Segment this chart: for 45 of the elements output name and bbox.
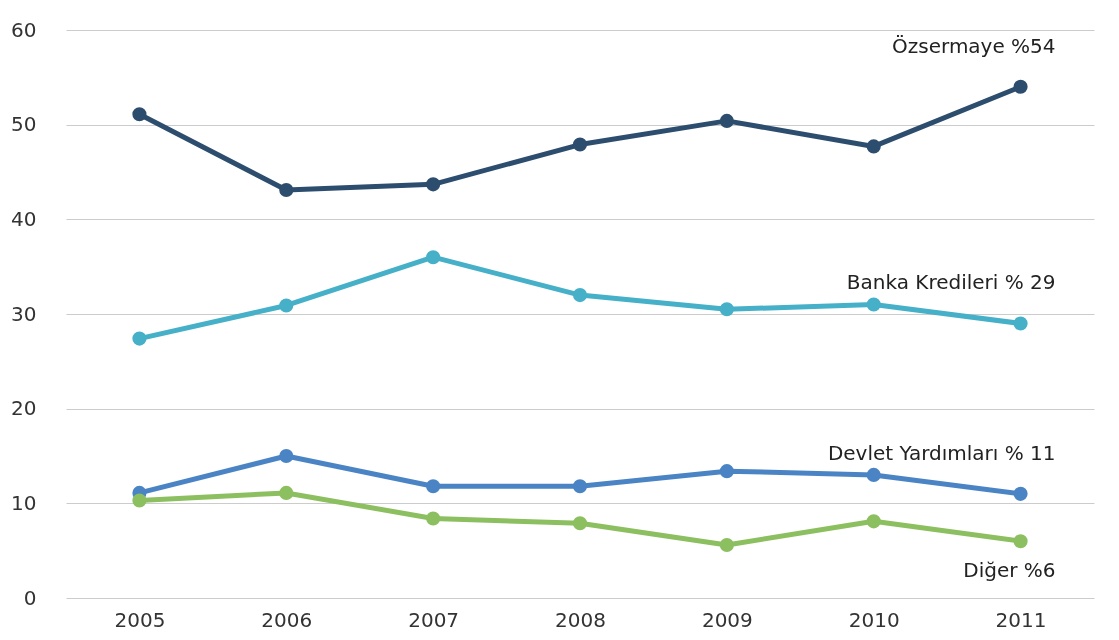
- x-tick-label: 2007: [408, 607, 460, 632]
- y-tick-label: 0: [23, 585, 37, 610]
- x-tick-label: 2008: [555, 607, 606, 632]
- series-label: Özsermaye %54: [892, 33, 1056, 58]
- y-tick-label: 50: [11, 112, 37, 137]
- point: [279, 182, 294, 198]
- point: [426, 177, 441, 192]
- y-tick-label: 20: [11, 396, 37, 421]
- point: [866, 297, 881, 312]
- point: [572, 288, 588, 303]
- x-tick-label: 2011: [995, 607, 1047, 632]
- point: [426, 511, 441, 526]
- x-tick-label: 2005: [114, 607, 166, 632]
- y-tick-label: 40: [11, 206, 37, 231]
- y-tick-label: 60: [11, 17, 37, 42]
- x-tick-label: 2010: [848, 607, 900, 632]
- y-tick-label: 30: [11, 301, 37, 326]
- x-tick-label: 2006: [261, 607, 313, 632]
- x-tick-label: 2009: [701, 607, 753, 632]
- series-label: Diğer %6: [963, 558, 1056, 583]
- point: [719, 302, 734, 317]
- point: [719, 537, 734, 553]
- series-label: Devlet Yardımları % 11: [827, 440, 1056, 465]
- y-tick-label: 10: [11, 490, 37, 515]
- point: [572, 516, 588, 531]
- point: [132, 331, 147, 346]
- point: [572, 137, 588, 152]
- point: [719, 113, 734, 128]
- point: [1013, 486, 1028, 501]
- point: [866, 467, 881, 482]
- point: [572, 479, 588, 494]
- point: [719, 464, 734, 479]
- series-label: Banka Kredileri % 29: [846, 270, 1056, 295]
- point: [1013, 316, 1028, 331]
- point: [426, 479, 441, 494]
- point: [279, 448, 294, 464]
- point: [866, 514, 881, 529]
- point: [1013, 534, 1028, 549]
- point: [1013, 79, 1028, 94]
- point: [132, 107, 147, 122]
- point: [866, 139, 881, 154]
- point: [279, 485, 294, 500]
- point: [132, 493, 147, 508]
- point: [279, 298, 294, 313]
- point: [426, 250, 441, 265]
